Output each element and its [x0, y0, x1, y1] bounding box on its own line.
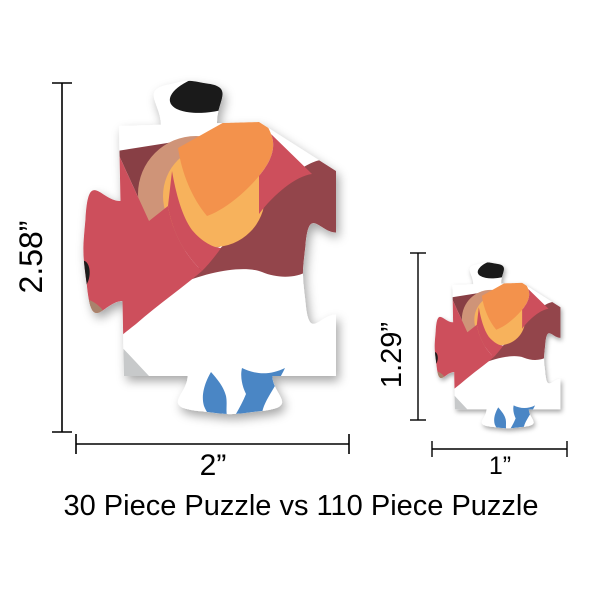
svg-text:30 Piece Puzzle vs 110 Piece P: 30 Piece Puzzle vs 110 Piece Puzzle [63, 490, 538, 522]
svg-text:2”: 2” [200, 449, 227, 482]
svg-text:2.58”: 2.58” [13, 221, 49, 294]
svg-text:1”: 1” [489, 452, 511, 480]
svg-text:1.29”: 1.29” [376, 322, 408, 388]
